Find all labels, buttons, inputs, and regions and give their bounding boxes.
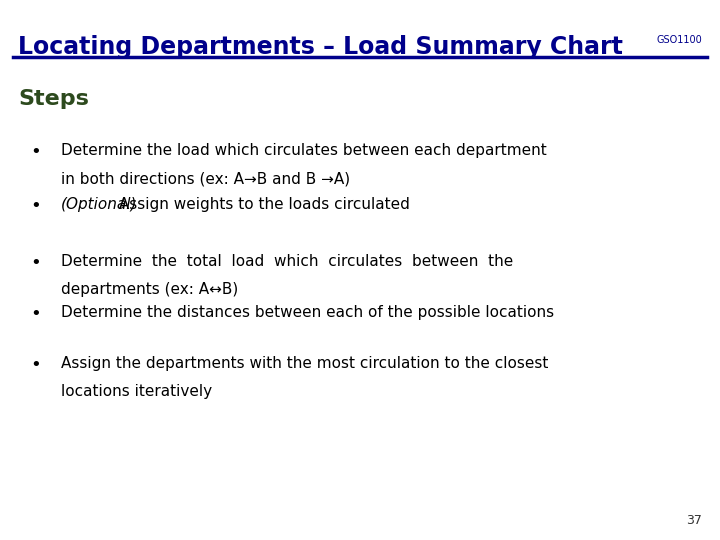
Text: Determine  the  total  load  which  circulates  between  the: Determine the total load which circulate…: [61, 254, 513, 269]
Text: (Optional): (Optional): [61, 197, 138, 212]
Text: Steps: Steps: [18, 89, 89, 109]
Text: Assign weights to the loads circulated: Assign weights to the loads circulated: [114, 197, 410, 212]
Text: 37: 37: [686, 514, 702, 526]
Text: departments (ex: A↔B): departments (ex: A↔B): [61, 282, 238, 297]
Text: •: •: [30, 356, 41, 374]
Text: in both directions (ex: A→B and B →A): in both directions (ex: A→B and B →A): [61, 171, 351, 186]
Text: Locating Departments – Load Summary Chart: Locating Departments – Load Summary Char…: [18, 35, 623, 59]
Text: Determine the load which circulates between each department: Determine the load which circulates betw…: [61, 143, 547, 158]
Text: Determine the distances between each of the possible locations: Determine the distances between each of …: [61, 305, 554, 320]
Text: •: •: [30, 254, 41, 272]
Text: •: •: [30, 305, 41, 323]
Text: •: •: [30, 143, 41, 161]
Text: •: •: [30, 197, 41, 215]
Text: GSO1100: GSO1100: [656, 35, 702, 45]
Text: locations iteratively: locations iteratively: [61, 384, 212, 400]
Text: Assign the departments with the most circulation to the closest: Assign the departments with the most cir…: [61, 356, 549, 372]
